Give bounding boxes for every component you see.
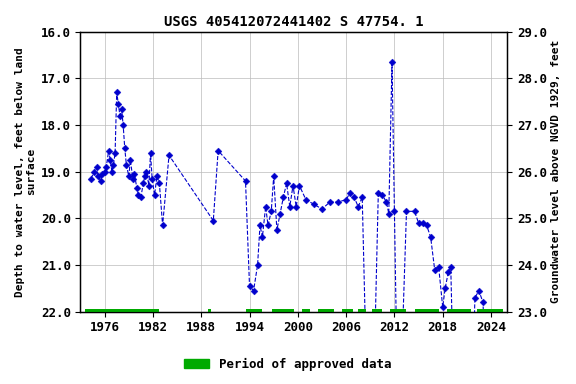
Legend: Period of approved data: Period of approved data xyxy=(179,353,397,376)
Y-axis label: Groundwater level above NGVD 1929, feet: Groundwater level above NGVD 1929, feet xyxy=(551,40,561,303)
Bar xyxy=(476,309,503,315)
Y-axis label: Depth to water level, feet below land
surface: Depth to water level, feet below land su… xyxy=(15,47,37,296)
Bar xyxy=(318,309,334,315)
Bar xyxy=(415,309,439,315)
Bar xyxy=(272,309,294,315)
Bar xyxy=(245,309,262,315)
Bar xyxy=(342,309,353,315)
Bar xyxy=(302,309,310,315)
Bar xyxy=(372,309,382,315)
Bar xyxy=(358,309,366,315)
Bar xyxy=(391,309,407,315)
Bar xyxy=(447,309,471,315)
Bar xyxy=(85,309,158,315)
Bar xyxy=(208,309,211,315)
Title: USGS 405412072441402 S 47754. 1: USGS 405412072441402 S 47754. 1 xyxy=(164,15,423,29)
